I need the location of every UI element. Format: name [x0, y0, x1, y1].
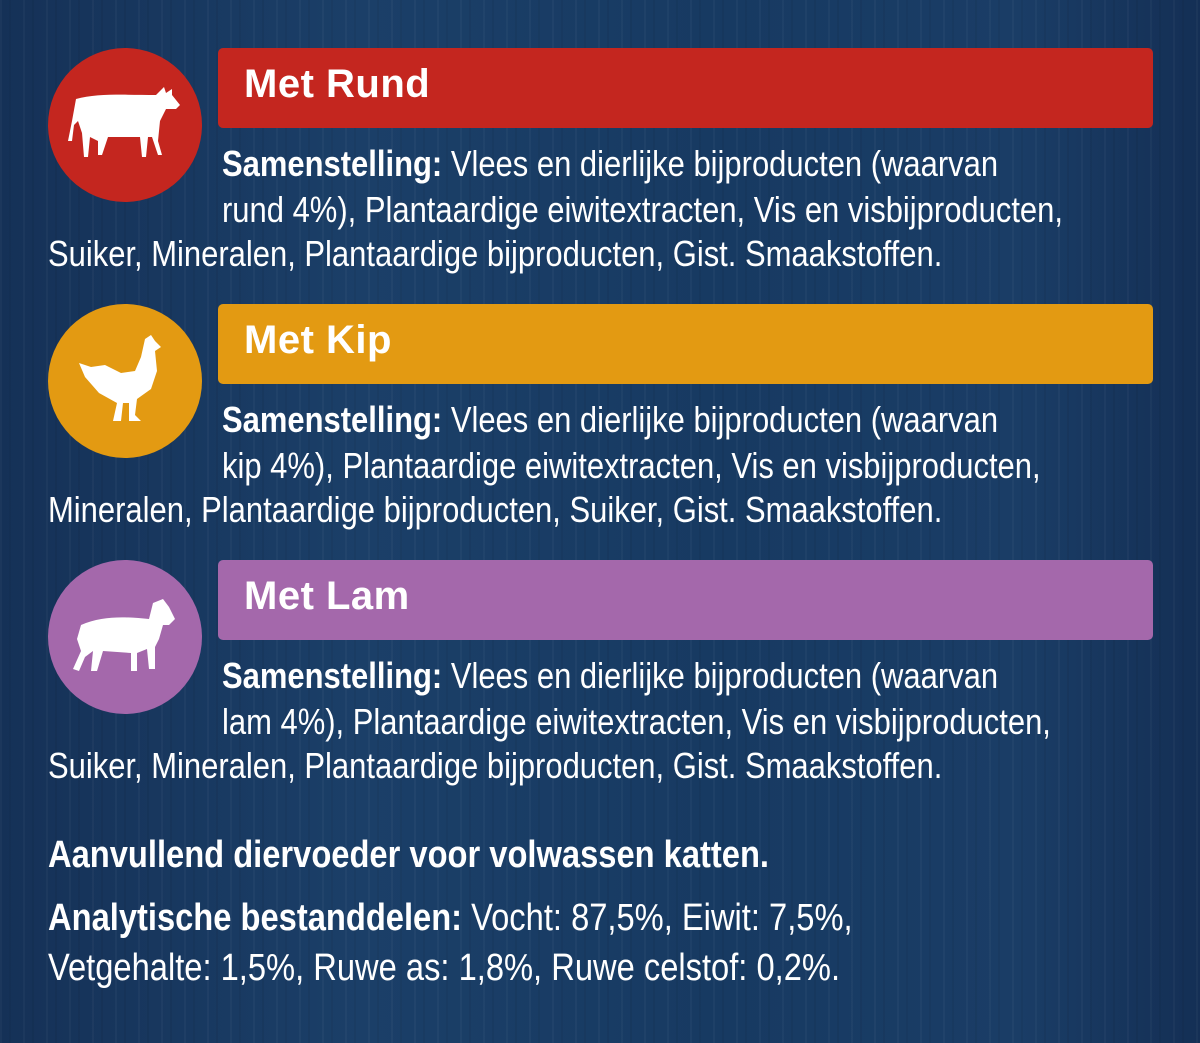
ingredients-line-3: Suiker, Mineralen, Plantaardige bijprodu… — [48, 745, 943, 786]
ingredients-line-3: Suiker, Mineralen, Plantaardige bijprodu… — [48, 233, 943, 274]
section-lam: Met Lam Samenstelling: Vlees en dierlijk… — [0, 560, 1200, 800]
section-title: Met Lam — [244, 574, 410, 618]
ingredients-line-2: rund 4%), Plantaardige eiwitextracten, V… — [222, 189, 1063, 230]
section-banner: Met Rund — [218, 48, 1153, 128]
ingredients-line-2: lam 4%), Plantaardige eiwitextracten, Vi… — [222, 701, 1051, 742]
section-banner: Met Lam — [218, 560, 1153, 640]
lamb-icon — [48, 560, 202, 714]
ingredients-line-2: kip 4%), Plantaardige eiwitextracten, Vi… — [222, 445, 1041, 486]
ingredients-line-1: Samenstelling: Vlees en dierlijke bijpro… — [222, 143, 999, 184]
analysis-line-1: Analytische bestanddelen: Vocht: 87,5%, … — [48, 897, 853, 939]
section-rund: Met Rund Samenstelling: Vlees en dierlij… — [0, 48, 1200, 288]
cow-icon — [48, 48, 202, 202]
section-banner: Met Kip — [218, 304, 1153, 384]
ingredients-line-1: Samenstelling: Vlees en dierlijke bijpro… — [222, 399, 999, 440]
section-title: Met Rund — [244, 62, 431, 106]
section-title: Met Kip — [244, 318, 392, 362]
ingredients-line-3: Mineralen, Plantaardige bijproducten, Su… — [48, 489, 943, 530]
feed-statement: Aanvullend diervoeder voor volwassen kat… — [48, 834, 770, 876]
chicken-icon — [48, 304, 202, 458]
ingredients-line-1: Samenstelling: Vlees en dierlijke bijpro… — [222, 655, 999, 696]
analysis-line-2: Vetgehalte: 1,5%, Ruwe as: 1,8%, Ruwe ce… — [48, 947, 841, 989]
section-kip: Met Kip Samenstelling: Vlees en dierlijk… — [0, 304, 1200, 544]
